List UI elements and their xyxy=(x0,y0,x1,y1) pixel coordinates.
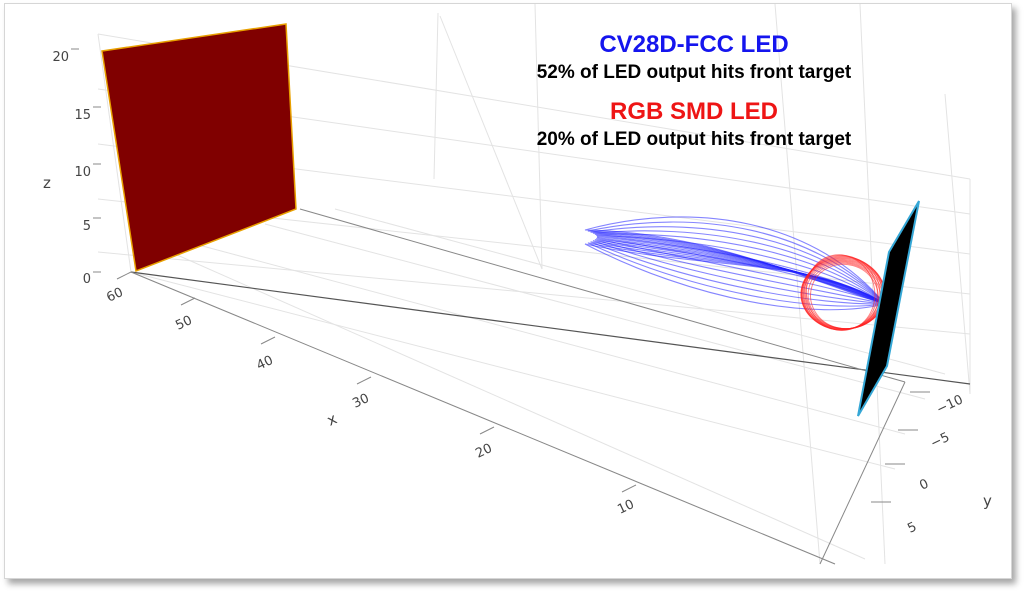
y-tick: 5 xyxy=(905,520,919,537)
floor-edge xyxy=(130,271,836,565)
led-lobes xyxy=(584,216,886,331)
x-tick-mark xyxy=(116,271,132,280)
y-tick: −10 xyxy=(934,392,965,417)
grid-line xyxy=(944,93,971,395)
annotations: CV28D-FCC LED 52% of LED output hits fro… xyxy=(537,31,852,150)
z-tick: 10 xyxy=(74,165,91,180)
z-tick: 5 xyxy=(83,219,91,234)
chart-3d[interactable]: 0 5 10 15 20 z 60 50 40 30 20 10 x −10 −… xyxy=(5,4,1011,578)
grid-line xyxy=(264,223,926,400)
y-tick: 0 xyxy=(917,477,931,494)
annotation-text-cv28d: 52% of LED output hits front target xyxy=(537,62,852,83)
x-tick-mark xyxy=(260,336,276,345)
grid-line xyxy=(130,271,896,470)
back-target-plane xyxy=(101,23,297,273)
front-target-plane xyxy=(857,200,920,417)
x-tick: 10 xyxy=(615,497,636,518)
chart-frame: 0 5 10 15 20 z 60 50 40 30 20 10 x −10 −… xyxy=(4,3,1012,579)
x-axis-line xyxy=(130,271,971,385)
y-axis-line xyxy=(819,381,906,565)
rgb-lobe-ray xyxy=(810,263,879,330)
x-tick-mark xyxy=(180,297,196,306)
tick-labels: 0 5 10 15 20 z 60 50 40 30 20 10 x −10 −… xyxy=(43,50,992,537)
y-axis-title: y xyxy=(983,492,992,510)
y-tick: −5 xyxy=(928,430,952,452)
grid-line xyxy=(174,253,866,560)
grid-line xyxy=(433,12,439,180)
x-tick: 30 xyxy=(350,391,371,412)
axis-lines xyxy=(71,48,971,565)
annotation-heading-cv28d: CV28D-FCC LED xyxy=(599,31,788,58)
grid-line xyxy=(97,251,971,335)
z-tick: 0 xyxy=(83,272,91,287)
x-tick: 60 xyxy=(104,285,125,306)
z-tick: 15 xyxy=(74,108,91,123)
x-tick: 40 xyxy=(254,353,275,374)
grid-line xyxy=(534,4,543,270)
grid-line xyxy=(774,4,821,565)
x-tick-mark xyxy=(479,426,495,435)
x-axis-title: x xyxy=(324,410,340,430)
x-tick: 50 xyxy=(173,313,194,334)
z-tick: 20 xyxy=(52,50,69,65)
x-tick-mark xyxy=(621,484,637,493)
grid-line xyxy=(97,33,132,273)
x-tick: 20 xyxy=(473,441,494,462)
grid-line xyxy=(194,243,906,435)
annotation-heading-rgb: RGB SMD LED xyxy=(610,98,778,125)
x-axis-edge xyxy=(299,208,906,383)
grid-line xyxy=(859,4,886,565)
grid-line xyxy=(439,15,543,270)
grid-line xyxy=(334,208,946,375)
z-axis-title: z xyxy=(43,174,51,192)
x-tick-mark xyxy=(356,376,372,385)
annotation-text-rgb: 20% of LED output hits front target xyxy=(537,129,852,150)
